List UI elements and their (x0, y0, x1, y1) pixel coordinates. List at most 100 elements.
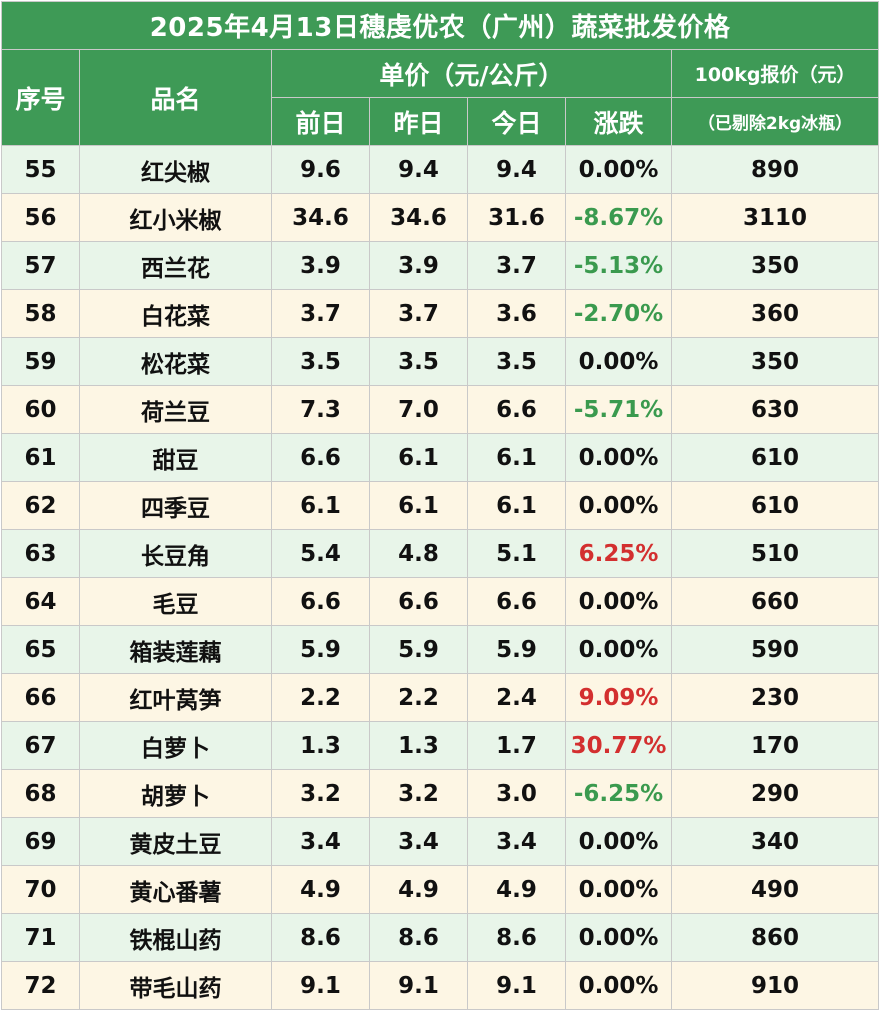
cell-name: 西兰花 (79, 241, 272, 290)
cell-name: 黄皮土豆 (79, 817, 272, 866)
cell-change: 0.00% (565, 145, 672, 194)
cell-name: 甜豆 (79, 433, 272, 482)
table-row: 55 红尖椒 9.6 9.4 9.4 0.00% 890 (1, 145, 879, 194)
cell-today: 5.9 (467, 625, 566, 674)
cell-name: 铁棍山药 (79, 913, 272, 962)
cell-change: 0.00% (565, 337, 672, 386)
cell-prev2: 5.9 (271, 625, 370, 674)
cell-prev2: 9.6 (271, 145, 370, 194)
cell-today: 3.0 (467, 769, 566, 818)
cell-seq: 69 (1, 817, 80, 866)
cell-prev2: 4.9 (271, 865, 370, 914)
cell-quote: 590 (670, 625, 879, 674)
cell-seq: 56 (1, 193, 80, 242)
cell-name: 松花菜 (79, 337, 272, 386)
cell-prev1: 4.9 (369, 865, 468, 914)
cell-prev2: 7.3 (271, 385, 370, 434)
cell-change: 9.09% (565, 673, 672, 722)
cell-name: 黄心番薯 (79, 865, 272, 914)
cell-quote: 230 (670, 673, 879, 722)
cell-prev2: 3.2 (271, 769, 370, 818)
cell-seq: 62 (1, 481, 80, 530)
cell-name: 毛豆 (79, 577, 272, 626)
table-row: 67 白萝卜 1.3 1.3 1.7 30.77% 170 (1, 721, 879, 770)
cell-name: 红小米椒 (79, 193, 272, 242)
cell-today: 2.4 (467, 673, 566, 722)
cell-prev1: 6.6 (369, 577, 468, 626)
cell-change: 0.00% (565, 433, 672, 482)
cell-prev1: 3.5 (369, 337, 468, 386)
cell-change: 0.00% (565, 913, 672, 962)
cell-seq: 65 (1, 625, 80, 674)
cell-today: 6.6 (467, 577, 566, 626)
table-row: 57 西兰花 3.9 3.9 3.7 -5.13% 350 (1, 241, 879, 290)
table-row: 68 胡萝卜 3.2 3.2 3.0 -6.25% 290 (1, 769, 879, 818)
table-row: 70 黄心番薯 4.9 4.9 4.9 0.00% 490 (1, 865, 879, 914)
cell-change: 30.77% (565, 721, 672, 770)
cell-today: 9.4 (467, 145, 566, 194)
cell-change: 0.00% (565, 577, 672, 626)
cell-prev1: 3.7 (369, 289, 468, 338)
cell-change: 0.00% (565, 817, 672, 866)
table-row: 69 黄皮土豆 3.4 3.4 3.4 0.00% 340 (1, 817, 879, 866)
cell-name: 荷兰豆 (79, 385, 272, 434)
cell-prev2: 6.6 (271, 433, 370, 482)
cell-today: 3.4 (467, 817, 566, 866)
cell-seq: 64 (1, 577, 80, 626)
cell-today: 9.1 (467, 961, 566, 1010)
cell-seq: 55 (1, 145, 80, 194)
cell-change: 0.00% (565, 865, 672, 914)
cell-prev2: 3.4 (271, 817, 370, 866)
header-unit-price: 单价（元/公斤） (271, 49, 672, 98)
cell-name: 四季豆 (79, 481, 272, 530)
cell-seq: 71 (1, 913, 80, 962)
cell-seq: 70 (1, 865, 80, 914)
cell-prev1: 3.9 (369, 241, 468, 290)
cell-name: 箱装莲藕 (79, 625, 272, 674)
cell-quote: 910 (670, 961, 879, 1010)
cell-today: 3.7 (467, 241, 566, 290)
cell-change: 0.00% (565, 481, 672, 530)
cell-seq: 61 (1, 433, 80, 482)
cell-quote: 630 (670, 385, 879, 434)
cell-name: 胡萝卜 (79, 769, 272, 818)
cell-seq: 68 (1, 769, 80, 818)
cell-prev1: 6.1 (369, 481, 468, 530)
cell-change: 6.25% (565, 529, 672, 578)
cell-quote: 610 (670, 481, 879, 530)
cell-prev2: 6.1 (271, 481, 370, 530)
cell-name: 带毛山药 (79, 961, 272, 1010)
cell-prev2: 5.4 (271, 529, 370, 578)
cell-prev2: 34.6 (271, 193, 370, 242)
cell-today: 6.1 (467, 481, 566, 530)
cell-prev2: 3.5 (271, 337, 370, 386)
table-title: 2025年4月13日穗虔优农（广州）蔬菜批发价格 (0, 1, 879, 50)
cell-prev1: 6.1 (369, 433, 468, 482)
cell-prev1: 9.4 (369, 145, 468, 194)
table-row: 65 箱装莲藕 5.9 5.9 5.9 0.00% 590 (1, 625, 879, 674)
cell-prev1: 5.9 (369, 625, 468, 674)
header-today: 今日 (467, 97, 566, 146)
table-row: 72 带毛山药 9.1 9.1 9.1 0.00% 910 (1, 961, 879, 1010)
cell-seq: 67 (1, 721, 80, 770)
cell-quote: 610 (670, 433, 879, 482)
cell-name: 红尖椒 (79, 145, 272, 194)
cell-quote: 340 (670, 817, 879, 866)
cell-prev1: 2.2 (369, 673, 468, 722)
cell-change: 0.00% (565, 961, 672, 1010)
cell-quote: 490 (670, 865, 879, 914)
cell-seq: 66 (1, 673, 80, 722)
table-row: 66 红叶莴笋 2.2 2.2 2.4 9.09% 230 (1, 673, 879, 722)
cell-quote: 660 (670, 577, 879, 626)
header-quote: 100kg报价（元） (670, 49, 879, 98)
cell-prev2: 8.6 (271, 913, 370, 962)
cell-name: 长豆角 (79, 529, 272, 578)
cell-quote: 890 (670, 145, 879, 194)
cell-name: 白花菜 (79, 289, 272, 338)
cell-prev1: 1.3 (369, 721, 468, 770)
table-row: 64 毛豆 6.6 6.6 6.6 0.00% 660 (1, 577, 879, 626)
cell-change: 0.00% (565, 625, 672, 674)
cell-seq: 58 (1, 289, 80, 338)
cell-change: -6.25% (565, 769, 672, 818)
cell-quote: 3110 (670, 193, 879, 242)
